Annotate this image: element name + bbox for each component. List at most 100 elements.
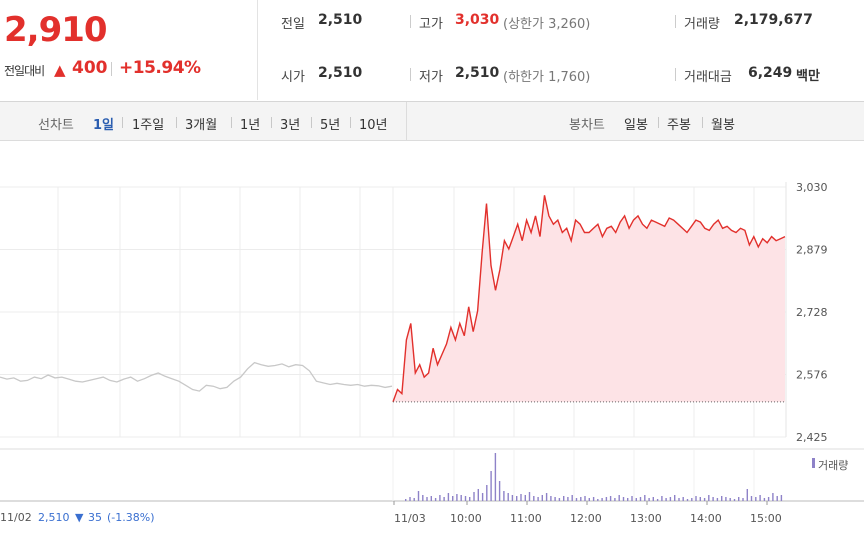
volume-bar: [537, 497, 539, 501]
volume-bar: [516, 496, 518, 501]
divider: [111, 62, 112, 76]
y-tick-label: 2,425: [796, 431, 828, 444]
volume-bar: [695, 496, 697, 501]
candle-daily[interactable]: 일봉: [624, 118, 648, 133]
volume-bar: [571, 495, 573, 501]
volume-bar: [422, 495, 424, 501]
volume-bar: [494, 453, 497, 501]
price-box: [0, 0, 258, 100]
prev-change: 35: [88, 511, 102, 524]
volume-bar: [686, 499, 689, 501]
volume-bar: [481, 493, 484, 501]
volume-bar: [580, 497, 582, 501]
x-tick-label: 15:00: [750, 512, 782, 525]
volume-bar: [507, 493, 509, 501]
volume-bar: [563, 496, 565, 501]
volume-bar: [567, 497, 569, 501]
high-label: 고가: [419, 17, 443, 32]
volume-bar: [622, 497, 625, 501]
candle-chart-label: 봉차트: [569, 118, 605, 133]
upper-limit: (상한가 3,260): [503, 17, 591, 32]
divider: [658, 117, 659, 128]
candle-monthly[interactable]: 월봉: [711, 118, 735, 133]
line-chart-label: 선차트: [38, 118, 74, 133]
x-tick-label: 11:00: [510, 512, 542, 525]
current-price: 2,910: [4, 10, 108, 50]
x-tick-label: 12:00: [570, 512, 602, 525]
period-1y[interactable]: 1년: [240, 118, 261, 133]
y-tick-label: 2,576: [796, 369, 828, 382]
period-1d[interactable]: 1일: [93, 118, 115, 133]
volume-bar: [592, 497, 595, 501]
volume-bar: [456, 494, 458, 501]
volume-bar: [682, 497, 684, 501]
volume-bar: [528, 492, 531, 501]
volume-bar: [498, 481, 501, 501]
period-3y[interactable]: 3년: [280, 118, 301, 133]
change-percent: +15.94%: [119, 58, 201, 78]
volume-bar: [443, 497, 445, 501]
volume-bar: [511, 495, 514, 501]
volume-bar: [699, 497, 701, 501]
chart-toolbar: [0, 102, 864, 141]
volume-bar: [439, 495, 441, 501]
volume-bar: [742, 498, 744, 501]
volume-bar: [584, 496, 586, 501]
period-10y[interactable]: 10년: [359, 118, 388, 133]
volume-bar: [524, 495, 526, 501]
volume-bar: [750, 496, 753, 501]
volume-bar: [627, 498, 629, 501]
open-label: 시가: [281, 70, 305, 85]
prev-day-line: [0, 361, 393, 392]
volume-bar: [729, 498, 731, 501]
period-3m[interactable]: 3개월: [185, 118, 218, 133]
volume-bar: [678, 498, 680, 501]
volume-label: 거래량: [684, 17, 720, 32]
volume-bar: [656, 499, 659, 501]
volume-bar: [460, 495, 462, 501]
down-arrow-icon: ▼: [75, 511, 84, 524]
price-area: [393, 195, 785, 402]
volume-bar: [674, 495, 676, 501]
volume-bar: [691, 498, 693, 501]
low-value: 2,510: [455, 65, 500, 81]
candle-weekly[interactable]: 주봉: [667, 118, 691, 133]
volume-bar: [575, 498, 578, 501]
volume-bar: [597, 499, 599, 501]
divider: [122, 117, 123, 128]
amount-unit: 백만: [796, 69, 820, 84]
change-value: 400: [72, 58, 108, 78]
volume-bar: [486, 485, 488, 501]
volume-bar: [545, 493, 548, 501]
period-5y[interactable]: 5년: [320, 118, 341, 133]
prev-price: 2,510: [38, 511, 70, 524]
volume-bar: [469, 497, 471, 501]
volume-bar: [635, 498, 637, 501]
volume-bar: [772, 493, 774, 501]
volume-bar: [725, 497, 727, 501]
volume-bar: [618, 495, 620, 501]
volume-bar: [665, 498, 667, 501]
volume-value: 2,179,677: [734, 12, 813, 28]
prev-close-label: 전일: [281, 17, 305, 32]
chart-marks: [0, 195, 786, 501]
volume-legend-swatch: [812, 458, 815, 468]
volume-bar: [767, 497, 770, 501]
volume-bar: [477, 489, 479, 501]
volume-bar: [763, 498, 766, 501]
volume-bar: [409, 497, 411, 501]
volume-bar: [648, 498, 650, 501]
volume-bar: [405, 499, 407, 501]
y-tick-label: 3,030: [796, 181, 828, 194]
period-1w[interactable]: 1주일: [132, 118, 165, 133]
divider: [410, 68, 411, 81]
x-tick-label: 10:00: [450, 512, 482, 525]
lower-limit: (하한가 1,760): [503, 70, 591, 85]
divider: [350, 117, 351, 128]
volume-bar: [473, 492, 475, 501]
volume-bar: [588, 498, 590, 501]
volume-bar: [652, 497, 654, 501]
volume-bar: [430, 496, 432, 501]
volume-bar: [631, 496, 633, 501]
y-tick-label: 2,728: [796, 306, 828, 319]
